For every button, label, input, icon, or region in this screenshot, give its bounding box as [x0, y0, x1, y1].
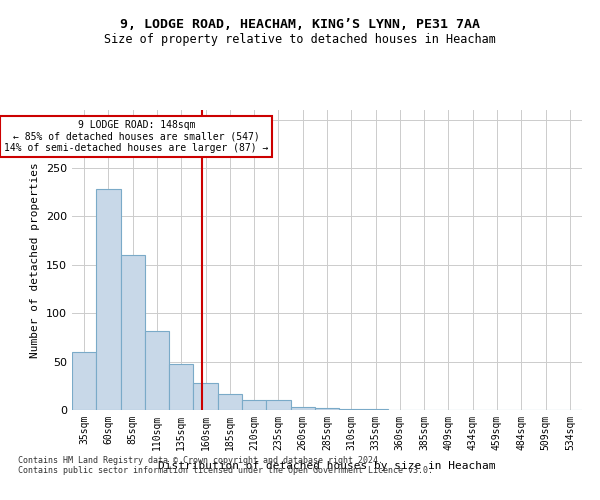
Text: Contains HM Land Registry data © Crown copyright and database right 2024.
Contai: Contains HM Land Registry data © Crown c… — [18, 456, 433, 475]
Text: 9, LODGE ROAD, HEACHAM, KING’S LYNN, PE31 7AA: 9, LODGE ROAD, HEACHAM, KING’S LYNN, PE3… — [120, 18, 480, 30]
Bar — [242, 400, 266, 410]
Bar — [315, 408, 339, 410]
Bar — [266, 400, 290, 410]
Bar — [290, 407, 315, 410]
Text: Size of property relative to detached houses in Heacham: Size of property relative to detached ho… — [104, 32, 496, 46]
Bar — [339, 409, 364, 410]
Bar — [193, 383, 218, 410]
Bar — [121, 255, 145, 410]
Bar — [169, 364, 193, 410]
Bar — [96, 190, 121, 410]
Y-axis label: Number of detached properties: Number of detached properties — [31, 162, 40, 358]
X-axis label: Distribution of detached houses by size in Heacham: Distribution of detached houses by size … — [158, 461, 496, 471]
Bar — [72, 352, 96, 410]
Text: 9 LODGE ROAD: 148sqm
← 85% of detached houses are smaller (547)
14% of semi-deta: 9 LODGE ROAD: 148sqm ← 85% of detached h… — [4, 120, 269, 153]
Bar — [218, 394, 242, 410]
Bar — [364, 409, 388, 410]
Bar — [145, 330, 169, 410]
